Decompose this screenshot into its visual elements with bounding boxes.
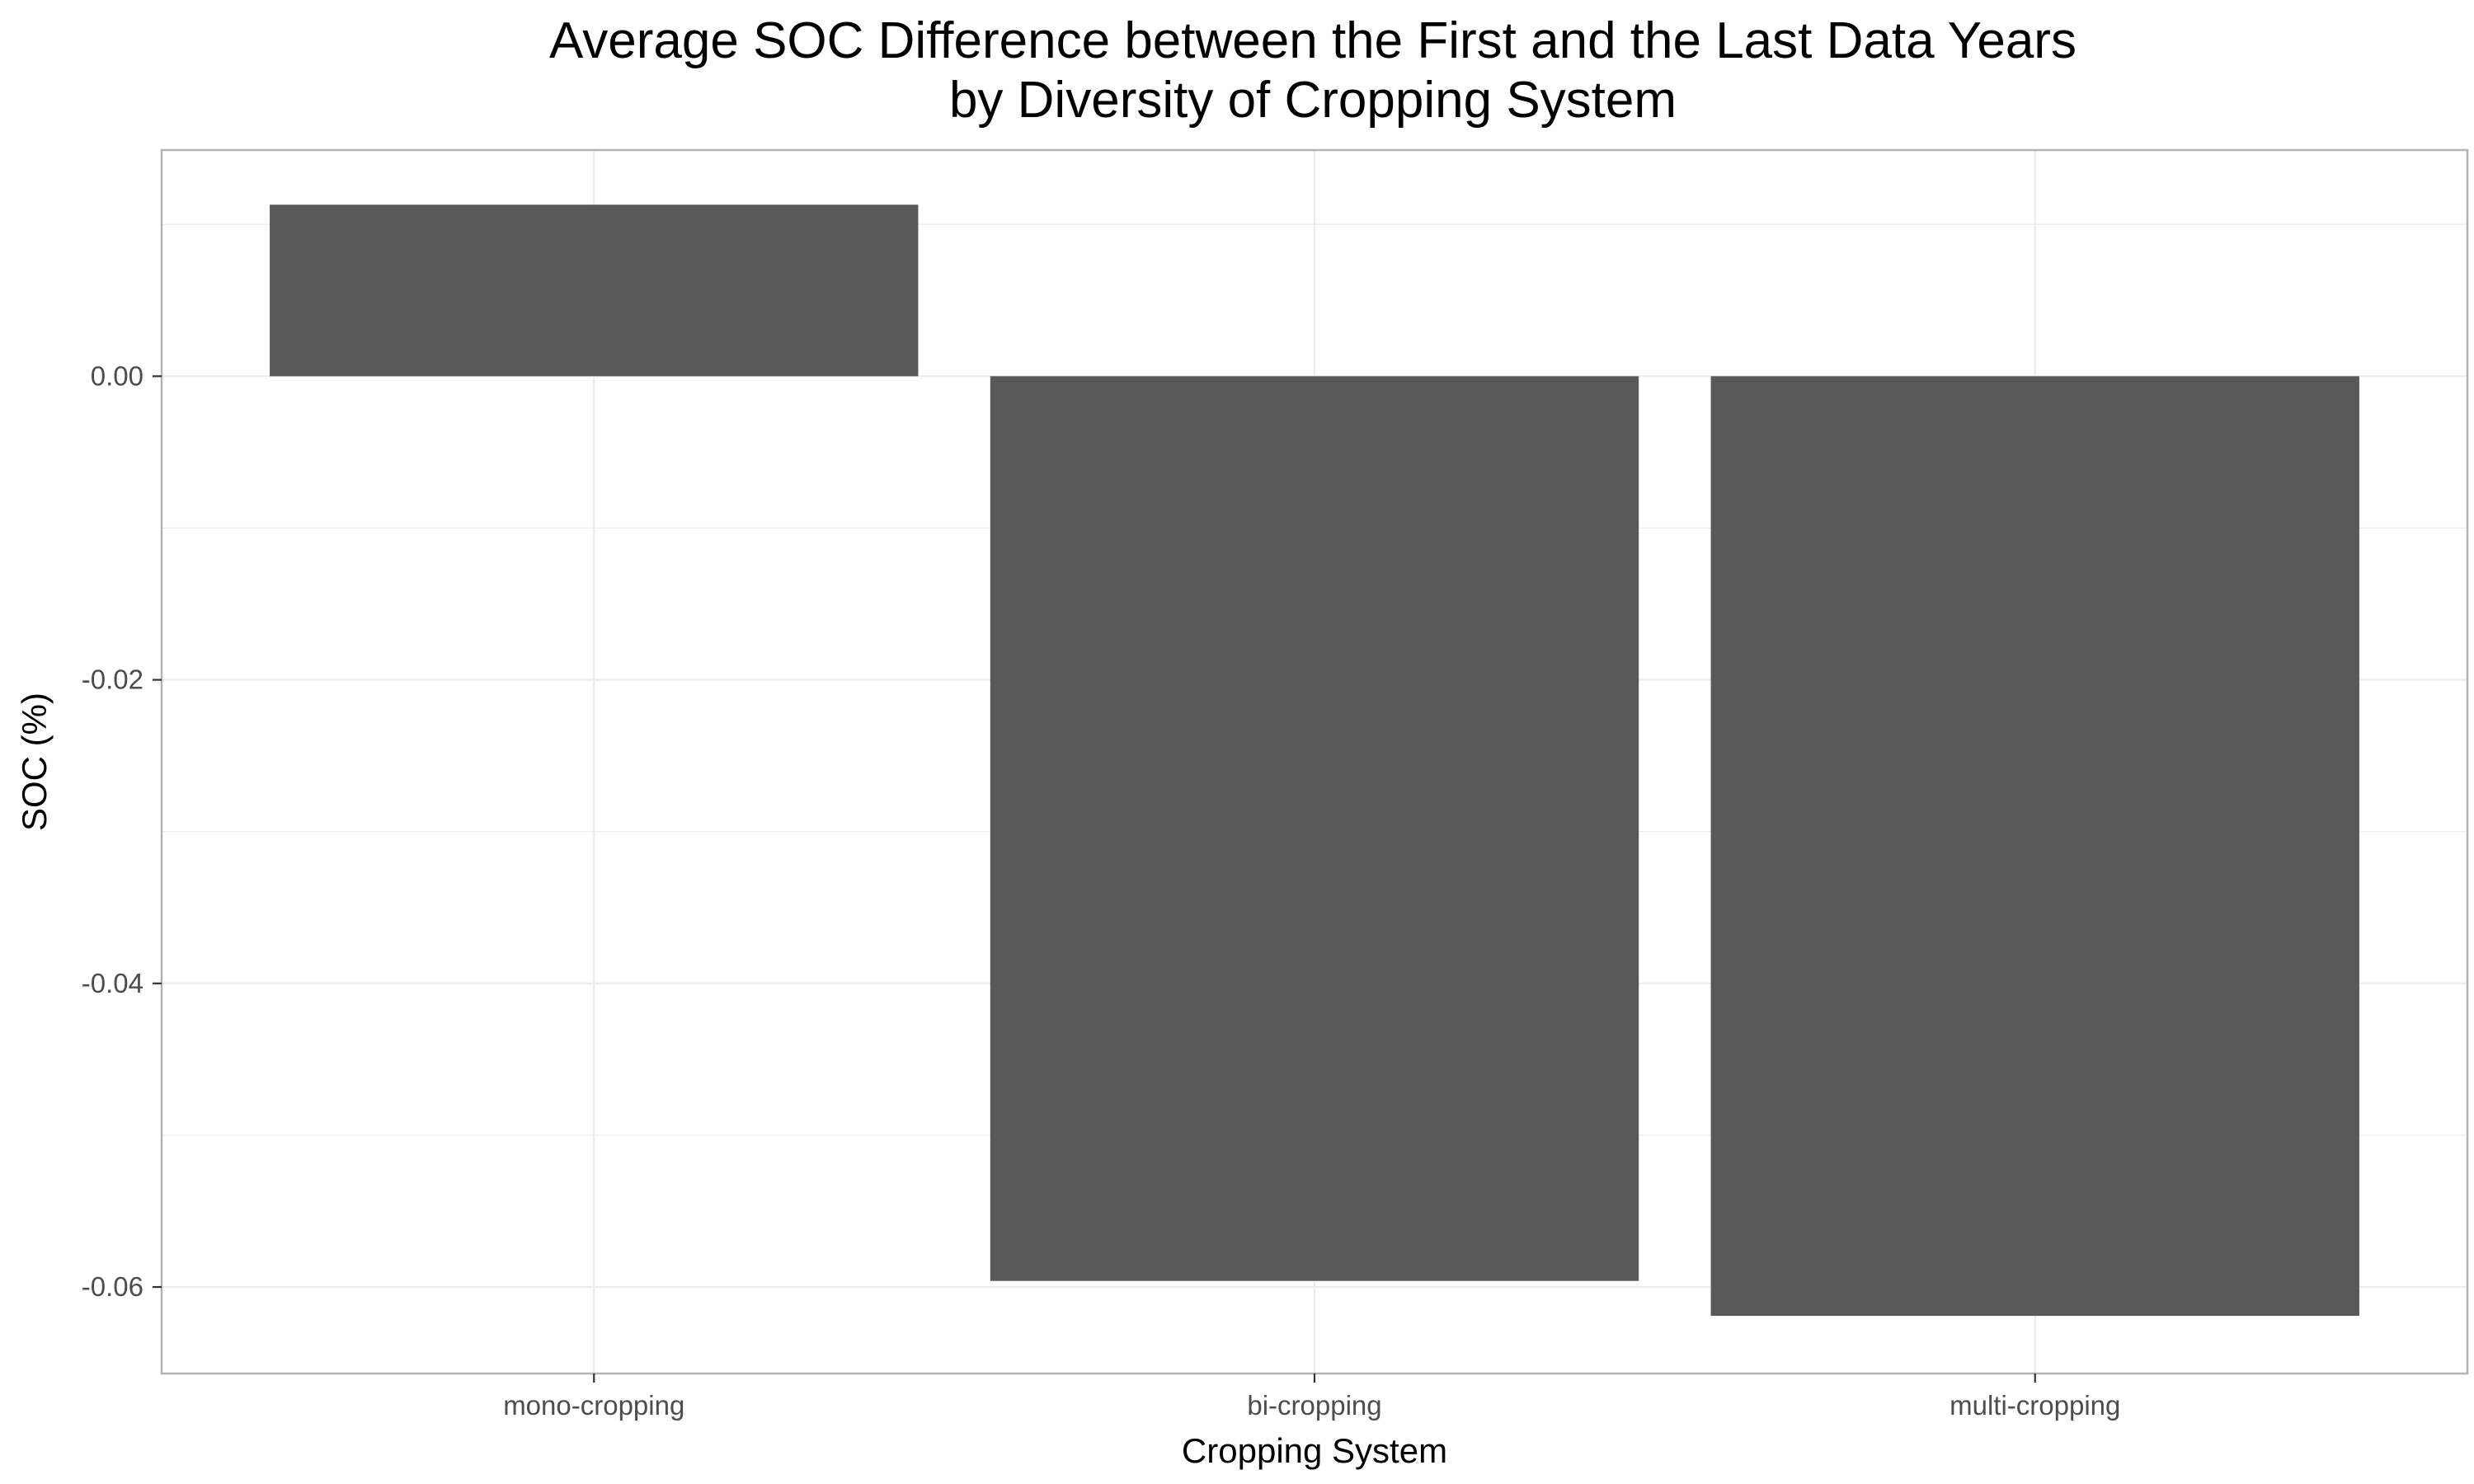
bar-bi-cropping [990, 376, 1639, 1281]
x-tick-label: bi-cropping [1247, 1390, 1381, 1421]
chart-title-line-2: by Diversity of Cropping System [949, 72, 1677, 129]
chart-title: Average SOC Difference between the First… [549, 12, 2077, 129]
y-axis: 0.00 -0.02 -0.04 -0.06 [82, 360, 162, 1302]
bar-mono-cropping [270, 204, 919, 377]
bar-multi-cropping [1710, 376, 2359, 1317]
y-tick-label: -0.06 [82, 1271, 143, 1302]
bars [270, 204, 2359, 1317]
y-tick-label: -0.02 [82, 665, 143, 695]
y-tick-label: 0.00 [91, 360, 143, 391]
x-axis: mono-cropping bi-cropping multi-cropping [503, 1374, 2120, 1421]
chart-title-line-1: Average SOC Difference between the First… [549, 12, 2077, 69]
y-axis-title: SOC (%) [15, 693, 54, 831]
x-axis-title: Cropping System [1182, 1431, 1447, 1470]
y-tick-label: -0.04 [82, 968, 143, 998]
x-tick-label: multi-cropping [1950, 1390, 2120, 1421]
x-tick-label: mono-cropping [503, 1390, 684, 1421]
